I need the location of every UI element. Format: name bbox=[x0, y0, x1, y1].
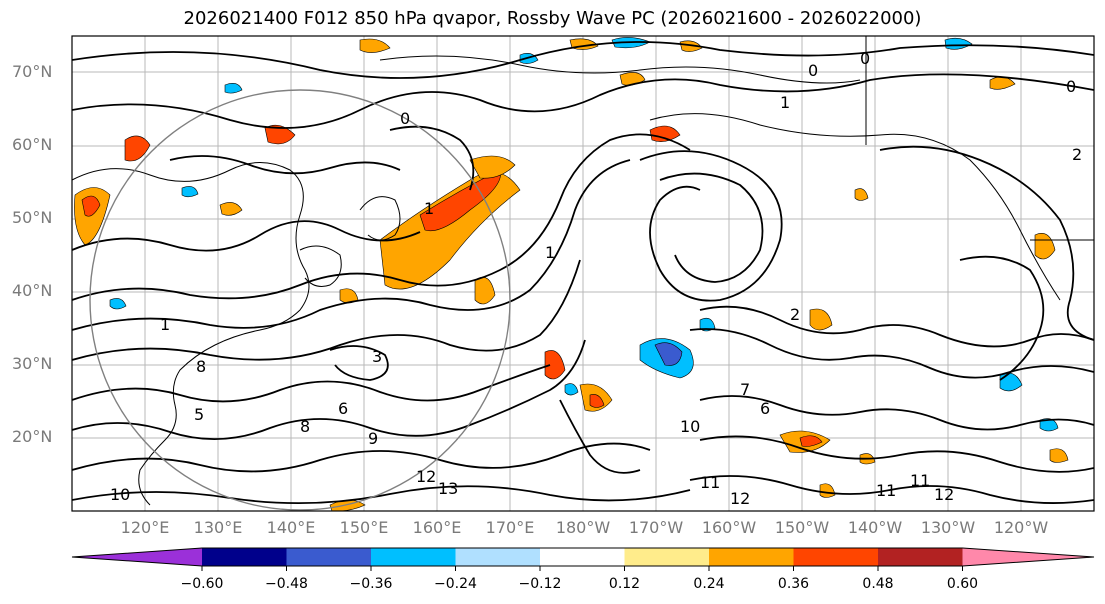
contour-lines bbox=[72, 41, 1094, 505]
colorbar-outline bbox=[71, 547, 1095, 567]
plot-frame bbox=[71, 35, 1095, 512]
contour-label: 12 bbox=[730, 489, 750, 508]
lon-label: 130°E bbox=[193, 518, 243, 537]
colorbar-tick-label: −0.60 bbox=[180, 576, 224, 592]
colorbar-cell bbox=[455, 548, 540, 566]
contour-label: 12 bbox=[416, 467, 436, 486]
contour-label: 1 bbox=[160, 315, 170, 334]
contour-label: 8 bbox=[196, 357, 206, 376]
contour-label-group: 0 0 0 0 1 1 1 1 2 2 3 5 6 6 7 8 8 9 10 1… bbox=[110, 49, 1082, 508]
contour-label: 12 bbox=[934, 485, 954, 504]
colorbar-tick-label: −0.24 bbox=[434, 576, 477, 592]
contour-label: 1 bbox=[424, 199, 434, 218]
contour-label: 9 bbox=[368, 429, 378, 448]
colorbar-cell bbox=[624, 548, 709, 566]
colorbar-tick-label: −0.48 bbox=[265, 576, 308, 592]
contour-label: 1 bbox=[545, 243, 555, 262]
contour-label: 0 bbox=[400, 109, 410, 128]
contour-label: 6 bbox=[338, 399, 348, 418]
colorbar-cell bbox=[709, 548, 794, 566]
colorbar-tick-label: 0.12 bbox=[608, 576, 641, 592]
contour-label: 0 bbox=[860, 49, 870, 68]
contour-label: 8 bbox=[300, 417, 310, 436]
contour-label: 10 bbox=[110, 485, 130, 504]
contour-label: 7 bbox=[740, 380, 750, 399]
colorbar-tick-label: −0.36 bbox=[349, 576, 393, 592]
lat-label: 40°N bbox=[12, 281, 53, 300]
contour-label: 11 bbox=[700, 473, 720, 492]
lon-label: 130°W bbox=[920, 518, 976, 537]
contour-label: 2 bbox=[1072, 145, 1082, 164]
map-plot: 0 0 0 0 1 1 1 1 2 2 3 5 6 6 7 8 8 9 10 1… bbox=[71, 35, 1095, 512]
contour-label: 0 bbox=[1066, 77, 1076, 96]
coastlines bbox=[72, 36, 1094, 506]
contour-label: 1 bbox=[780, 93, 790, 112]
colorbar-tick-label: 0.48 bbox=[862, 576, 894, 592]
lon-label: 120°W bbox=[993, 518, 1049, 537]
colorbar-cell bbox=[793, 548, 878, 566]
colorbar-cell bbox=[202, 548, 287, 566]
colorbar-tick-label: 0.60 bbox=[946, 576, 979, 592]
map-title: 2026021400 F012 850 hPa qvapor, Rossby W… bbox=[183, 8, 922, 29]
lon-label: 140°W bbox=[847, 518, 903, 537]
lat-label: 20°N bbox=[12, 427, 53, 446]
lat-label: 30°N bbox=[12, 354, 53, 373]
colorbar-cell bbox=[72, 548, 202, 566]
lat-label: 50°N bbox=[12, 208, 53, 227]
colorbar-tick-label: −0.12 bbox=[518, 576, 562, 592]
colorbar-cell bbox=[540, 548, 625, 566]
colorbar-cell bbox=[878, 548, 963, 566]
colorbar-ticks bbox=[201, 566, 963, 571]
lon-label: 150°W bbox=[774, 518, 830, 537]
qvapor-shading bbox=[74, 37, 1069, 511]
lon-label: 160°E bbox=[412, 518, 462, 537]
colorbar-cell bbox=[962, 548, 1094, 566]
lon-label: 180°W bbox=[555, 518, 611, 537]
lon-label: 170°E bbox=[485, 518, 535, 537]
contour-label: 11 bbox=[910, 471, 930, 490]
lat-label: 70°N bbox=[12, 62, 53, 81]
contour-label: 10 bbox=[680, 417, 700, 436]
lon-label: 170°W bbox=[628, 518, 684, 537]
colorbar-tick-label: 0.24 bbox=[693, 576, 725, 592]
lon-label: 150°E bbox=[339, 518, 389, 537]
colorbar-cell bbox=[371, 548, 456, 566]
contour-label: 3 bbox=[372, 347, 382, 366]
lon-label: 160°W bbox=[701, 518, 757, 537]
contour-label: 13 bbox=[438, 479, 458, 498]
lat-label: 60°N bbox=[12, 135, 53, 154]
contour-label: 2 bbox=[790, 305, 800, 324]
lon-label: 140°E bbox=[266, 518, 316, 537]
reference-circle bbox=[89, 89, 511, 511]
colorbar-tick-label: 0.36 bbox=[777, 576, 810, 592]
contour-label: 6 bbox=[760, 399, 770, 418]
colorbar-cell bbox=[286, 548, 371, 566]
contour-label: 11 bbox=[876, 481, 896, 500]
graticule bbox=[72, 36, 1094, 511]
contour-label: 0 bbox=[808, 61, 818, 80]
contour-label: 5 bbox=[194, 405, 204, 424]
lon-label: 120°E bbox=[120, 518, 170, 537]
